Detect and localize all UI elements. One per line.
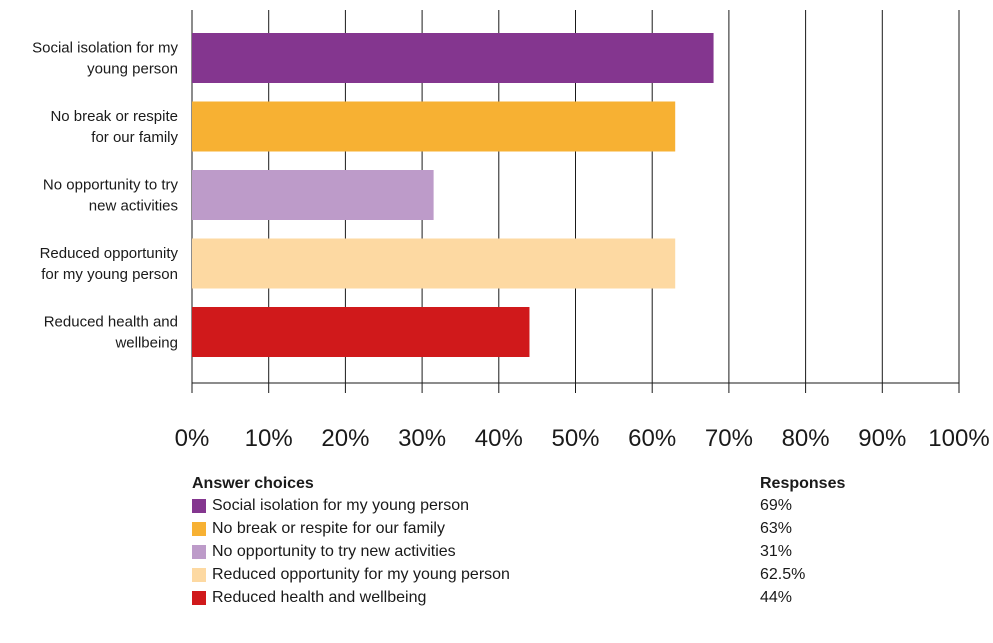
x-tick-label: 30% xyxy=(398,425,446,452)
bar xyxy=(192,307,530,357)
x-tick-label: 10% xyxy=(245,425,293,452)
legend-swatch xyxy=(192,498,206,513)
answer-choices-header: Answer choices xyxy=(192,475,314,492)
bar xyxy=(192,33,714,83)
legend-row: No opportunity to try new activities 31% xyxy=(192,540,912,563)
legend-choice-label: No opportunity to try new activities xyxy=(212,542,456,560)
x-tick-label: 60% xyxy=(628,425,676,452)
x-tick-label: 40% xyxy=(475,425,523,452)
category-label: No opportunity to try new activities xyxy=(43,177,179,215)
legend-choice-label: Reduced opportunity for my young person xyxy=(212,565,510,583)
bar xyxy=(192,170,434,220)
x-tick-label: 100% xyxy=(928,425,989,452)
legend-header: Answer choices Responses xyxy=(192,474,912,494)
responses-header: Responses xyxy=(760,475,846,492)
legend-swatch xyxy=(192,590,206,605)
legend-swatch xyxy=(192,521,206,536)
x-tick-label: 0% xyxy=(175,425,210,452)
bar xyxy=(192,238,676,289)
legend-choice-label: Social isolation for my young person xyxy=(212,496,470,514)
legend-table: Answer choices Responses Social isolatio… xyxy=(192,474,912,609)
legend-response-value: 69% xyxy=(760,496,793,514)
legend-row: Social isolation for my young person 69% xyxy=(192,494,912,517)
legend-response-value: 44% xyxy=(760,588,793,606)
legend-swatch xyxy=(192,544,206,559)
legend-row: No break or respite for our family 63% xyxy=(192,517,912,540)
category-label: Social isolation for my young person xyxy=(32,40,178,78)
x-tick-label: 70% xyxy=(705,425,753,452)
legend-row: Reduced health and wellbeing 44% xyxy=(192,586,912,609)
x-tick-label: 50% xyxy=(551,425,599,452)
category-label: No break or respite for our family xyxy=(50,108,178,146)
x-tick-label: 20% xyxy=(321,425,369,452)
x-tick-label: 80% xyxy=(782,425,830,452)
legend-response-value: 63% xyxy=(760,519,793,537)
legend-response-value: 31% xyxy=(760,542,793,560)
legend-row: Reduced opportunity for my young person … xyxy=(192,563,912,586)
bar-chart: Social isolation for my young person No br… xyxy=(32,10,990,452)
category-label: Reduced opportunity for my young person xyxy=(40,245,179,283)
x-tick-label: 90% xyxy=(858,425,906,452)
legend-choice-label: Reduced health and wellbeing xyxy=(212,588,427,606)
category-label: Reduced health and wellbeing xyxy=(44,314,178,352)
legend-choice-label: No break or respite for our family xyxy=(212,519,445,537)
bar xyxy=(192,101,676,152)
legend-response-value: 62.5% xyxy=(760,565,806,583)
legend-swatch xyxy=(192,567,206,582)
